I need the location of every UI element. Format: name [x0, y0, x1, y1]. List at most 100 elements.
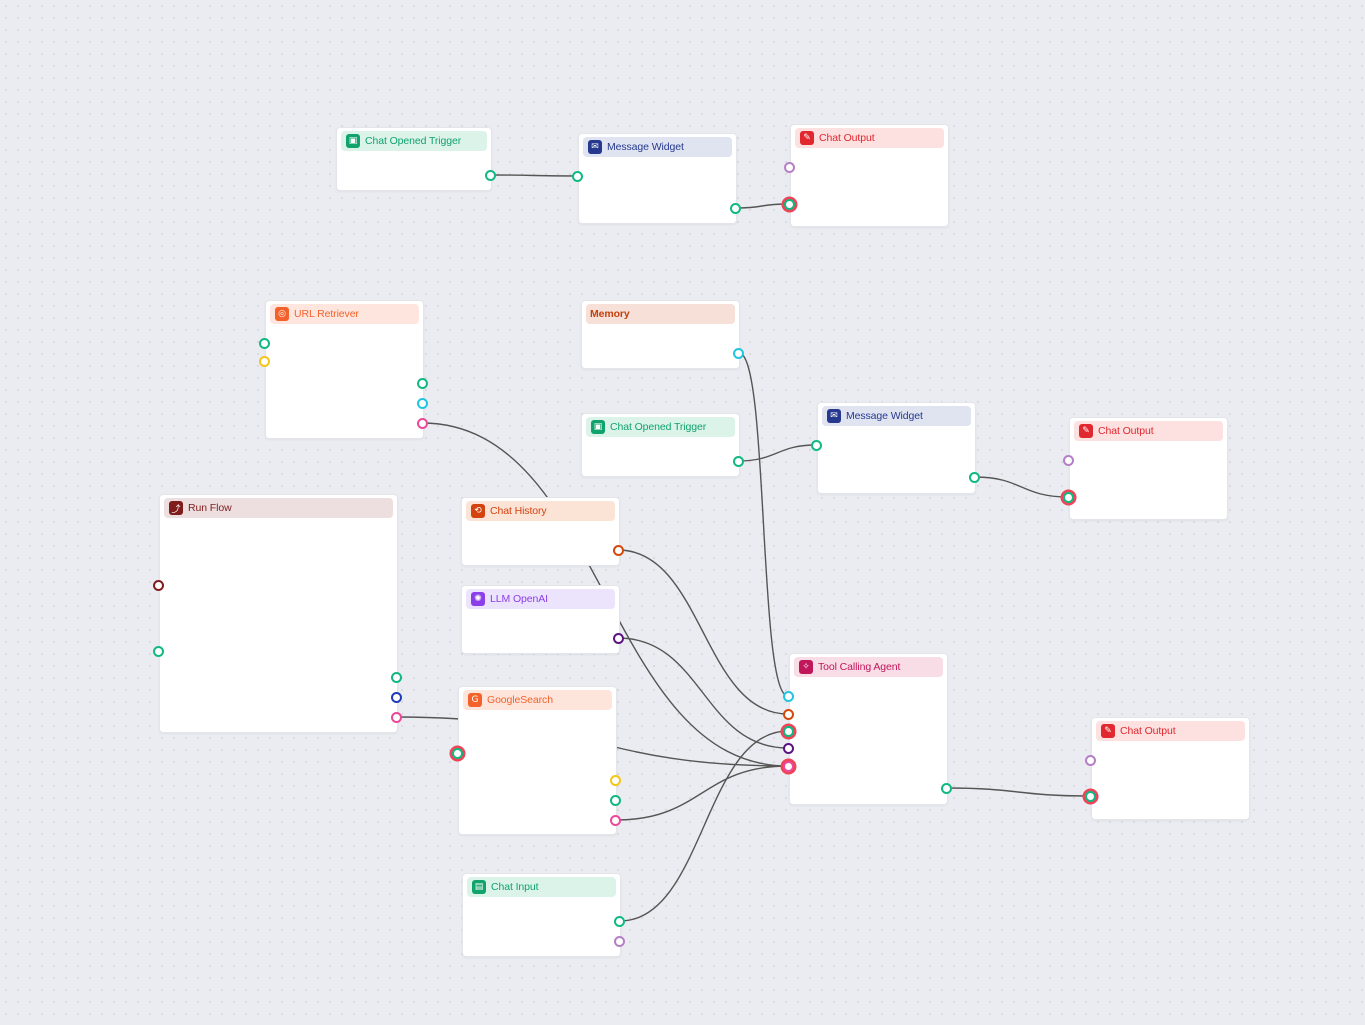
input-handle[interactable]	[782, 742, 794, 754]
input-handle[interactable]	[782, 708, 794, 720]
node-header[interactable]: G GoogleSearch	[463, 690, 612, 710]
connection-edge[interactable]	[615, 765, 789, 821]
output-handle[interactable]	[416, 377, 428, 389]
node-title: Chat Output	[1098, 425, 1154, 437]
node-chat-history[interactable]: ⟲ Chat History	[461, 497, 620, 566]
output-handle[interactable]	[609, 774, 621, 786]
monitor-icon: ▣	[591, 420, 605, 434]
input-handle[interactable]	[152, 579, 164, 591]
openai-icon: ✺	[471, 592, 485, 606]
input-handle[interactable]	[451, 747, 463, 759]
node-header[interactable]: Memory	[586, 304, 735, 324]
node-chat-output-1[interactable]: ✎ Chat Output	[790, 124, 949, 227]
node-header[interactable]: ▣ Chat Opened Trigger	[586, 417, 735, 437]
input-handle[interactable]	[1084, 790, 1096, 802]
output-handle[interactable]	[390, 691, 402, 703]
chat-output-icon: ✎	[1101, 724, 1115, 738]
input-handle[interactable]	[258, 355, 270, 367]
output-handle[interactable]	[390, 671, 402, 683]
output-handle[interactable]	[484, 169, 496, 181]
output-handle[interactable]	[416, 397, 428, 409]
node-header[interactable]: ⤴ Run Flow	[164, 498, 393, 518]
node-chat-opened-trigger-1[interactable]: ▣ Chat Opened Trigger	[336, 127, 492, 191]
node-tool-calling-agent[interactable]: ✧ Tool Calling Agent	[789, 653, 948, 805]
node-title: URL Retriever	[294, 308, 359, 320]
node-header[interactable]: ⟲ Chat History	[466, 501, 615, 521]
node-title: GoogleSearch	[487, 694, 553, 706]
output-handle[interactable]	[612, 544, 624, 556]
node-chat-opened-trigger-2[interactable]: ▣ Chat Opened Trigger	[581, 413, 740, 477]
node-header[interactable]: ✧ Tool Calling Agent	[794, 657, 943, 677]
agent-icon: ✧	[799, 660, 813, 674]
output-handle[interactable]	[609, 794, 621, 806]
history-icon: ⟲	[471, 504, 485, 518]
node-header[interactable]: ▤ Chat Input	[467, 877, 616, 897]
message-widget-icon: ✉	[827, 409, 841, 423]
node-header[interactable]: ◎ URL Retriever	[270, 304, 419, 324]
output-handle[interactable]	[968, 471, 980, 483]
chat-output-icon: ✎	[800, 131, 814, 145]
node-memory[interactable]: Memory	[581, 300, 740, 369]
output-handle[interactable]	[732, 347, 744, 359]
connection-edge[interactable]	[617, 637, 789, 749]
input-handle[interactable]	[571, 170, 583, 182]
message-widget-icon: ✉	[588, 140, 602, 154]
input-handle[interactable]	[1084, 754, 1096, 766]
node-header[interactable]: ✎ Chat Output	[1074, 421, 1223, 441]
output-handle[interactable]	[940, 782, 952, 794]
node-title: Message Widget	[607, 141, 684, 153]
chat-output-icon: ✎	[1079, 424, 1093, 438]
node-llm-openai[interactable]: ✺ LLM OpenAI	[461, 585, 620, 654]
connection-edge[interactable]	[946, 787, 1090, 797]
node-header[interactable]: ✉ Message Widget	[822, 406, 971, 426]
node-title: LLM OpenAI	[490, 593, 548, 605]
node-run-flow[interactable]: ⤴ Run Flow	[159, 494, 398, 733]
node-header[interactable]: ▣ Chat Opened Trigger	[341, 131, 487, 151]
input-handle[interactable]	[783, 161, 795, 173]
node-header[interactable]: ✺ LLM OpenAI	[466, 589, 615, 609]
output-handle[interactable]	[390, 711, 402, 723]
connection-edge[interactable]	[491, 174, 578, 177]
input-handle[interactable]	[1062, 454, 1074, 466]
node-url-retriever[interactable]: ◎ URL Retriever	[265, 300, 424, 439]
input-handle[interactable]	[810, 439, 822, 451]
input-handle[interactable]	[782, 690, 794, 702]
connection-edge[interactable]	[974, 476, 1069, 498]
node-header[interactable]: ✎ Chat Output	[1096, 721, 1245, 741]
node-title: Memory	[590, 308, 630, 320]
node-header[interactable]: ✎ Chat Output	[795, 128, 944, 148]
input-handle[interactable]	[1062, 491, 1074, 503]
node-google-search[interactable]: G GoogleSearch	[458, 686, 617, 835]
output-handle[interactable]	[612, 632, 624, 644]
input-handle[interactable]	[152, 645, 164, 657]
input-handle[interactable]	[782, 760, 794, 772]
output-handle[interactable]	[416, 417, 428, 429]
node-header[interactable]: ✉ Message Widget	[583, 137, 732, 157]
connection-edge[interactable]	[737, 444, 817, 462]
input-handle[interactable]	[782, 725, 794, 737]
connection-edge[interactable]	[738, 352, 789, 697]
node-title: Message Widget	[846, 410, 923, 422]
connection-edge[interactable]	[735, 203, 789, 209]
node-chat-output-3[interactable]: ✎ Chat Output	[1091, 717, 1250, 820]
node-title: Tool Calling Agent	[818, 661, 901, 673]
google-icon: G	[468, 693, 482, 707]
input-handle[interactable]	[783, 198, 795, 210]
output-handle[interactable]	[729, 202, 741, 214]
connection-edge[interactable]	[617, 549, 789, 715]
node-title: Chat Input	[491, 881, 539, 893]
node-message-widget-1[interactable]: ✉ Message Widget	[578, 133, 737, 224]
node-chat-output-2[interactable]: ✎ Chat Output	[1069, 417, 1228, 520]
node-title: Chat Output	[1120, 725, 1176, 737]
output-handle[interactable]	[732, 455, 744, 467]
input-handle[interactable]	[258, 337, 270, 349]
monitor-icon: ▣	[346, 134, 360, 148]
output-handle[interactable]	[613, 915, 625, 927]
node-message-widget-2[interactable]: ✉ Message Widget	[817, 402, 976, 494]
node-chat-input[interactable]: ▤ Chat Input	[462, 873, 621, 957]
output-handle[interactable]	[609, 814, 621, 826]
node-title: Chat Output	[819, 132, 875, 144]
connection-edge[interactable]	[619, 730, 789, 922]
output-handle[interactable]	[613, 935, 625, 947]
node-title: Chat History	[490, 505, 547, 517]
